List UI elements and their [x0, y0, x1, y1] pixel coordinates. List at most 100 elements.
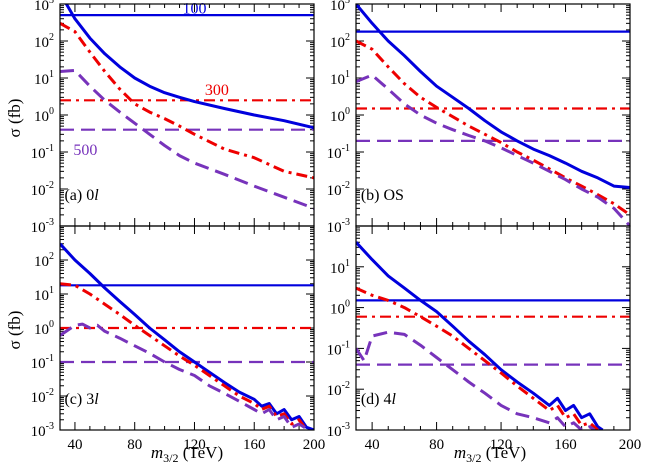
y-tick-exponent: -2: [46, 387, 54, 398]
y-tick-label: 100: [34, 319, 54, 338]
y-tick-base: 10: [330, 72, 345, 88]
y-tick-base: 10: [34, 72, 49, 88]
y-tick-label: 10-3: [31, 217, 54, 236]
y-tick-base: 10: [330, 261, 345, 277]
x-title-m: m: [151, 443, 163, 462]
y-tick-base: 10: [330, 0, 345, 14]
y-tick-exponent: 1: [49, 285, 54, 296]
y-tick-base: 10: [34, 322, 49, 338]
series-line-purple-signal: [60, 322, 312, 430]
y-tick-exponent: 0: [49, 319, 54, 330]
y-tick-base: 10: [327, 424, 342, 440]
y-tick-label: 103: [34, 0, 54, 14]
y-tick-base: 10: [330, 109, 345, 125]
y-tick-label: 101: [330, 258, 350, 277]
y-tick-label: 101: [330, 69, 350, 88]
y-tick-base: 10: [34, 35, 49, 51]
series-group: [60, 4, 314, 210]
y-tick-exponent: -3: [46, 421, 54, 432]
y-axis-title-bottom: σ (fb): [5, 311, 24, 350]
y-tick-exponent: 3: [49, 0, 54, 6]
y-tick-label: 100: [330, 299, 350, 318]
y-tick-base: 10: [31, 356, 46, 372]
series-line-red-signal: [356, 39, 630, 217]
y-axis-title-top-text: σ (fb): [5, 99, 24, 138]
panel-label-italic: l: [391, 391, 396, 408]
y-tick-base: 10: [327, 220, 342, 236]
y-tick-exponent: 1: [345, 69, 350, 80]
x-tick-label: 160: [243, 437, 266, 453]
panel-label-italic: l: [94, 187, 99, 204]
y-tick-exponent: 0: [345, 299, 350, 310]
y-tick-base: 10: [31, 424, 46, 440]
y-tick-base: 10: [34, 109, 49, 125]
series-line-red-signal: [356, 286, 599, 430]
x-tick-label: 40: [67, 437, 82, 453]
y-tick-label: 101: [34, 69, 54, 88]
y-tick-exponent: -2: [46, 180, 54, 191]
series-line-red-signal: [60, 21, 314, 180]
x-axis-title-left: m3/2 (TeV): [151, 443, 223, 464]
panel-frame: [59, 225, 315, 431]
y-tick-base: 10: [31, 183, 46, 199]
panel-label: (a) 0l: [64, 187, 99, 204]
panel-label-prefix: (b) OS: [361, 187, 404, 204]
y-tick-label: 101: [34, 285, 54, 304]
panel-label-prefix: (a) 0: [64, 187, 94, 204]
y-tick-base: 10: [327, 383, 342, 399]
y-tick-exponent: -2: [342, 380, 350, 391]
x-tick-label: 200: [303, 437, 326, 453]
y-tick-base: 10: [34, 288, 49, 304]
panel-label: (c) 3l: [64, 391, 99, 408]
x-title-sub: 3/2: [163, 451, 178, 464]
y-tick-base: 10: [327, 146, 342, 162]
x-tick-label: 80: [429, 437, 444, 453]
series-group: [356, 241, 630, 430]
y-tick-base: 10: [31, 220, 46, 236]
panel-label-prefix: (d) 4: [361, 391, 392, 408]
series-line-red-signal: [60, 282, 311, 430]
y-tick-label: 100: [330, 106, 350, 125]
x-tick-label: 200: [619, 437, 642, 453]
y-tick-label: 102: [34, 32, 54, 51]
y-tick-label: 10-3: [31, 421, 54, 440]
series-line-blue-signal: [356, 4, 630, 189]
x-tick-label: 80: [127, 437, 142, 453]
panel-label-prefix: (c) 3: [64, 391, 94, 408]
y-tick-label: 10-3: [327, 217, 350, 236]
x-title-unit: (TeV): [482, 443, 527, 462]
y-tick-exponent: -1: [46, 143, 54, 154]
series-group: [356, 4, 630, 226]
y-tick-exponent: 1: [345, 258, 350, 269]
y-tick-exponent: -3: [46, 217, 54, 228]
x-axis-title-right: m3/2 (TeV): [454, 443, 526, 464]
y-tick-label: 10-2: [327, 380, 350, 399]
y-tick-label: 10-1: [327, 143, 350, 162]
y-tick-base: 10: [330, 302, 345, 318]
y-tick-label: 10-2: [31, 387, 54, 406]
series-line-purple-signal: [356, 330, 596, 430]
y-tick-exponent: 2: [49, 251, 54, 262]
y-tick-label: 100: [34, 106, 54, 125]
panel-label-italic: l: [94, 391, 99, 408]
y-tick-exponent: 3: [345, 0, 350, 6]
curve-annotation-100: 100: [182, 1, 206, 18]
y-tick-base: 10: [330, 35, 345, 51]
curve-annotation-500: 500: [73, 142, 97, 159]
curve-annotation-300: 300: [205, 82, 229, 99]
y-tick-exponent: -2: [342, 180, 350, 191]
y-tick-base: 10: [327, 183, 342, 199]
y-tick-exponent: 0: [345, 106, 350, 117]
y-tick-exponent: -3: [342, 217, 350, 228]
series-group: [60, 242, 314, 430]
y-tick-base: 10: [31, 146, 46, 162]
x-title-sub: 3/2: [466, 451, 481, 464]
y-tick-exponent: -1: [342, 339, 350, 350]
y-tick-exponent: -3: [342, 421, 350, 432]
y-tick-exponent: 2: [345, 32, 350, 43]
panel-label: (b) OS: [361, 187, 404, 204]
